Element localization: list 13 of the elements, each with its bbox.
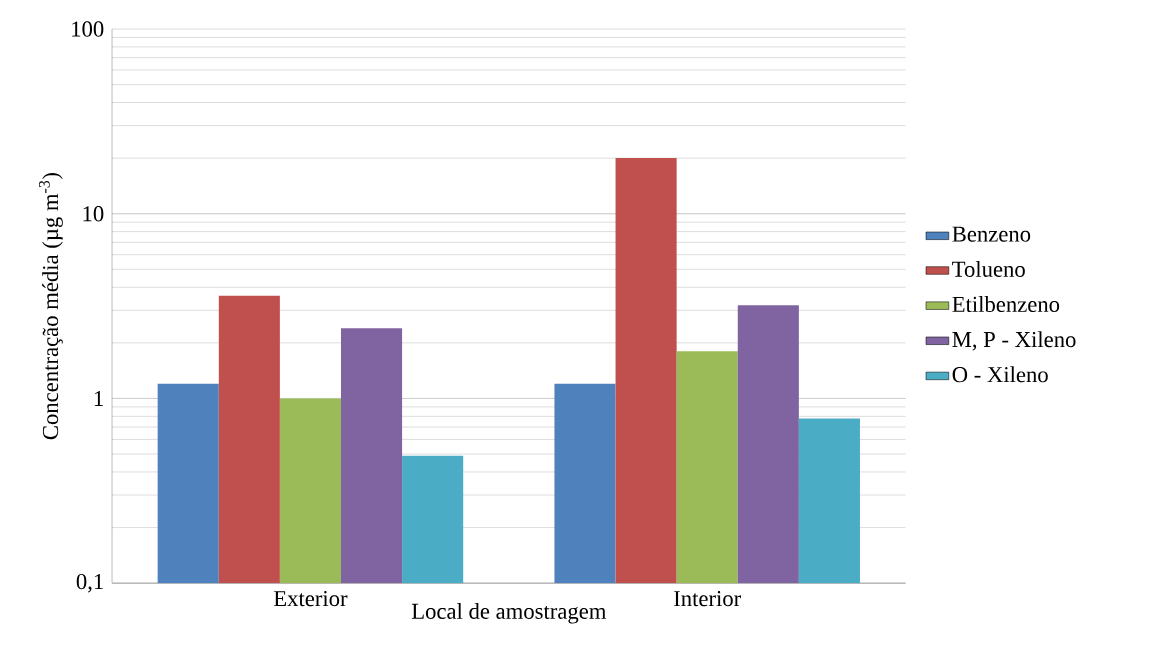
y-axis-title: Concentração média (µg m$^{-3}$) xyxy=(39,172,63,440)
legend-label: Benzeno xyxy=(952,226,1031,242)
x-tick-label: Exterior xyxy=(273,590,348,607)
legend-label: Etilbenzeno xyxy=(952,295,1060,312)
y-tick-label: 100 xyxy=(72,21,104,37)
legend-label: Tolueno xyxy=(952,260,1025,277)
x-tick-label: Interior xyxy=(674,590,742,607)
x-axis-title: Local de amostragem xyxy=(411,602,607,624)
legend-label: O - Xileno xyxy=(952,366,1048,383)
legend-label: M, P - Xileno xyxy=(952,331,1076,351)
y-tick-label: 1 xyxy=(94,390,103,406)
y-tick-label: 10 xyxy=(83,205,104,222)
y-tick-label: 0,1 xyxy=(76,573,103,593)
